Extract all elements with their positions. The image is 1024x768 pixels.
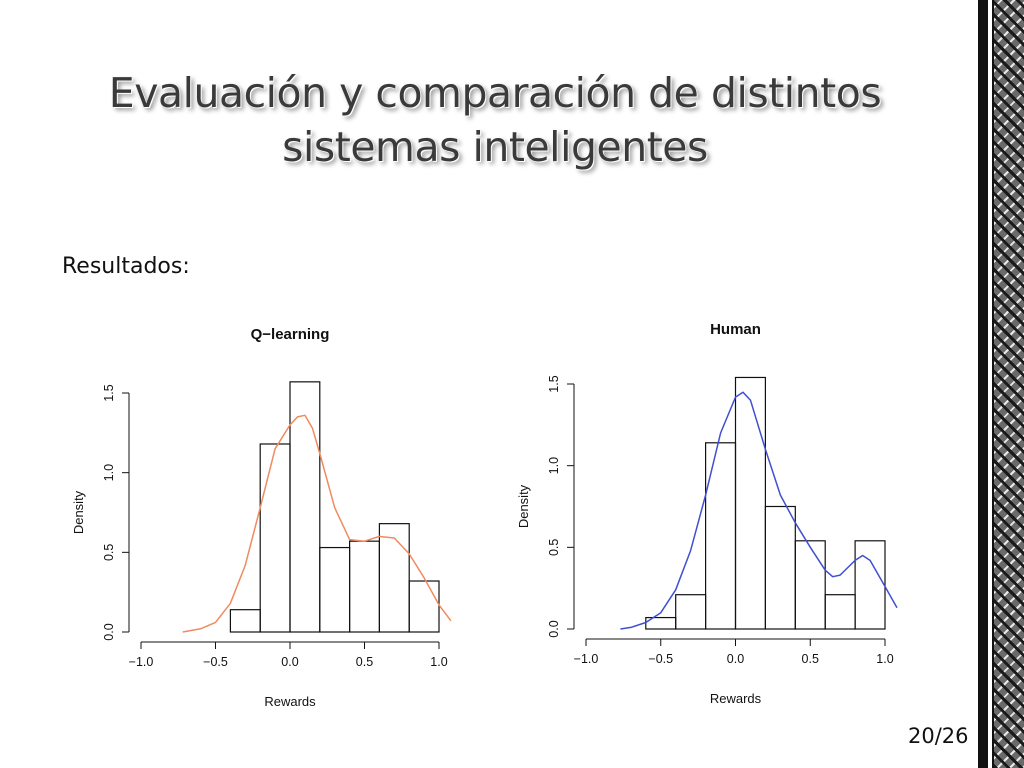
density-curve xyxy=(620,391,898,630)
histogram-bar xyxy=(378,523,410,633)
histogram-bar xyxy=(229,609,261,633)
y-tick-label: 0.5 xyxy=(102,544,116,561)
x-tick-label: 0.0 xyxy=(727,652,744,666)
x-tick-label: −0.5 xyxy=(203,655,228,669)
x-tick-label: −1.0 xyxy=(574,652,599,666)
histogram-bar xyxy=(259,443,291,633)
x-tick-label: 0.5 xyxy=(356,655,373,669)
histogram-q-learning: Q−learning Rewards Density −1.0 −0.5 0.0 0.5 1.… xyxy=(71,326,452,709)
x-axis-label: Rewards xyxy=(710,691,762,706)
histogram-bar xyxy=(289,381,321,633)
page-number: 20/26 xyxy=(908,724,969,748)
density-curve xyxy=(182,414,452,633)
histogram-bar xyxy=(854,540,886,630)
histogram-bar xyxy=(408,580,440,633)
y-tick-label: 1.5 xyxy=(547,375,561,392)
histogram-bar xyxy=(675,594,707,630)
y-tick-label: 0.0 xyxy=(547,620,561,637)
y-tick-label: 1.0 xyxy=(547,457,561,474)
y-tick-label: 1.0 xyxy=(102,464,116,481)
histogram-bar xyxy=(764,505,796,630)
y-tick-label: 1.5 xyxy=(102,384,116,401)
histogram-bar xyxy=(705,442,737,630)
decorative-border xyxy=(978,0,1024,768)
y-axis-label: Density xyxy=(516,484,531,528)
section-label: Resultados: xyxy=(62,254,190,279)
x-tick-label: 1.0 xyxy=(430,655,447,669)
histogram-bar xyxy=(319,546,351,633)
histogram-bar xyxy=(734,376,766,630)
histogram-bar xyxy=(794,540,826,630)
x-tick-label: −1.0 xyxy=(129,655,154,669)
border-pattern xyxy=(994,0,1024,768)
chart-human: Human Rewards Density −1.0 −0.5 0.0 0.5 1.0 0.0 0… xyxy=(500,310,920,710)
y-tick-label: 0.0 xyxy=(102,623,116,640)
y-axis-label: Density xyxy=(71,490,86,534)
histogram-bar xyxy=(349,540,381,633)
chart-title: Q−learning xyxy=(251,326,330,343)
y-tick-label: 0.5 xyxy=(547,539,561,556)
x-tick-label: 1.0 xyxy=(876,652,893,666)
histogram-human: Human Rewards Density −1.0 −0.5 0.0 0.5 1.0 0.0 0… xyxy=(516,321,898,706)
histogram-bar xyxy=(824,594,856,630)
x-axis-label: Rewards xyxy=(264,694,316,709)
slide-title: Evaluación y comparación de distintos si… xyxy=(108,69,882,171)
x-tick-label: 0.0 xyxy=(281,655,298,669)
border-stripe xyxy=(988,0,992,768)
x-tick-label: 0.5 xyxy=(802,652,819,666)
chart-q-learning: Q−learning Rewards Density −1.0 −0.5 0.0 0.5 1.… xyxy=(55,315,475,715)
chart-title: Human xyxy=(710,321,761,338)
x-tick-label: −0.5 xyxy=(648,652,673,666)
